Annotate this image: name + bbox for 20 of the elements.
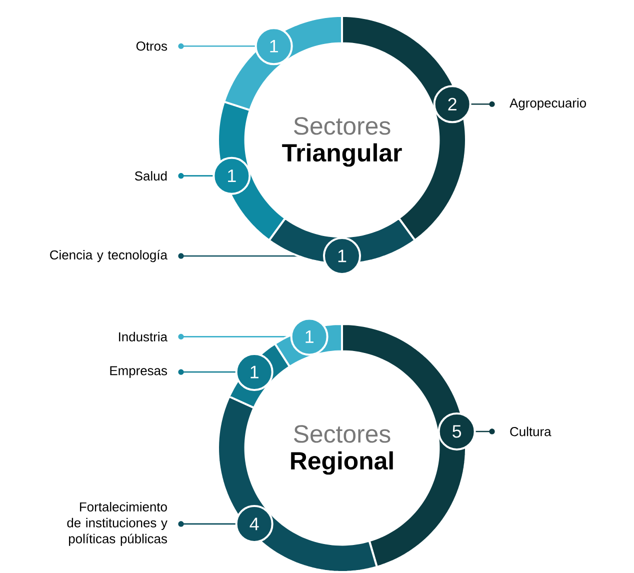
legend-label: Ciencia y tecnología [50,250,168,262]
data-label: 1 [250,366,258,378]
data-label: 1 [228,170,236,182]
data-label: 4 [250,518,259,530]
slice-label: Cultura [510,426,552,436]
legend-label: Industria [119,332,168,342]
data-label: 1 [270,40,278,52]
data-label: 1 [306,330,314,343]
legend-label: Otros [136,42,168,51]
text: Sectores [294,117,390,135]
text: Triangular [282,143,402,167]
data-label: 2 [448,98,456,110]
slice-label: Agropecuario [510,98,586,110]
legend-label: Fortalecimiento de instituciones y políticas públicas [67,502,168,546]
legend-label: Empresas [110,366,168,378]
legend-label: Salud [134,171,167,181]
text: Sectores [294,425,390,443]
data-label: 5 [452,425,462,438]
data-label: 1 [338,250,346,262]
text: Regional [291,451,393,475]
